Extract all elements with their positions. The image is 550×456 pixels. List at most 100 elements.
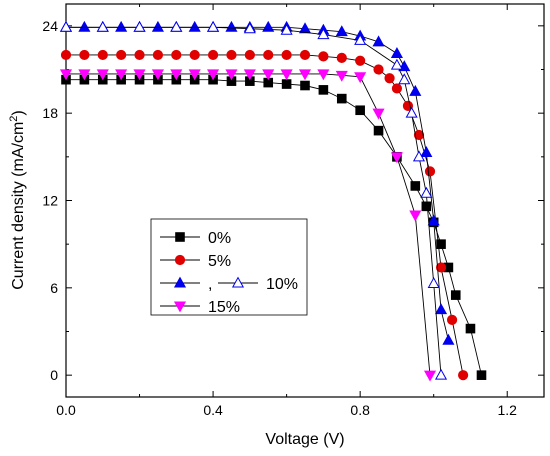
data-point	[225, 69, 238, 81]
x-tick-label: 0.4	[203, 402, 223, 418]
data-point	[171, 49, 182, 61]
x-tick-label: 1.2	[497, 402, 517, 418]
data-point	[424, 166, 436, 177]
data-point	[410, 181, 421, 191]
legend-label: 5%	[208, 253, 231, 270]
series-group	[59, 20, 487, 382]
data-point	[188, 20, 201, 32]
data-point	[423, 370, 437, 382]
data-point	[225, 20, 238, 32]
data-point	[390, 58, 403, 70]
data-point	[450, 290, 461, 300]
data-point	[355, 55, 366, 66]
data-point	[152, 49, 164, 61]
x-tick-label: 0.0	[56, 402, 76, 418]
data-point	[398, 73, 411, 85]
data-point	[446, 314, 458, 325]
data-point	[372, 108, 385, 120]
y-tick-label: 18	[42, 105, 58, 121]
data-point	[409, 210, 422, 222]
data-point	[300, 80, 310, 91]
data-point	[391, 83, 403, 94]
data-point	[354, 33, 367, 45]
data-point	[116, 49, 127, 61]
data-point	[421, 201, 432, 212]
data-point	[465, 323, 476, 334]
data-point	[96, 69, 109, 81]
legend-label: 15%	[208, 299, 240, 316]
data-point	[384, 73, 395, 84]
y-axis-label: Current density (mA/cm2)	[8, 110, 27, 290]
data-point	[78, 20, 91, 32]
series-line	[66, 54, 464, 376]
data-point	[427, 214, 440, 226]
data-point	[134, 49, 145, 61]
data-point	[280, 69, 293, 81]
data-point	[373, 64, 384, 75]
data-point	[59, 20, 73, 32]
data-point	[405, 106, 418, 118]
data-point	[151, 20, 164, 32]
data-point	[280, 23, 293, 35]
data-point	[434, 303, 448, 315]
data-point	[336, 93, 347, 104]
data-point	[243, 69, 256, 81]
data-point	[420, 186, 433, 198]
y-tick-label: 6	[50, 280, 58, 296]
data-point	[79, 49, 90, 61]
data-point	[409, 84, 422, 96]
data-point	[115, 20, 128, 32]
data-point	[281, 79, 292, 89]
data-point	[373, 125, 384, 136]
data-point	[420, 146, 433, 157]
data-point	[458, 370, 469, 381]
data-point	[372, 35, 385, 47]
data-point	[318, 85, 329, 95]
y-tick-label: 12	[42, 193, 58, 209]
y-tick-label: 0	[50, 367, 58, 383]
data-point	[262, 69, 275, 81]
data-point	[97, 49, 108, 61]
series-10pct-open	[59, 20, 448, 380]
legend-marker	[231, 276, 245, 288]
data-point	[78, 69, 91, 81]
legend-marker	[174, 254, 186, 266]
data-point	[317, 69, 330, 81]
legend-label: ,	[208, 276, 212, 293]
data-point	[243, 22, 256, 34]
y-axis-label-close: )	[10, 110, 27, 115]
data-point	[335, 25, 348, 37]
data-point	[263, 49, 274, 61]
legend-marker	[175, 232, 185, 242]
data-point	[170, 69, 183, 81]
y-tick-label: 24	[42, 18, 58, 34]
data-point	[244, 49, 255, 61]
y-axis-label-superscript: 2	[8, 116, 20, 122]
x-axis-label: Voltage (V)	[265, 431, 344, 448]
data-point	[207, 49, 219, 61]
data-point	[317, 28, 330, 40]
data-point	[390, 47, 403, 58]
data-point	[335, 70, 348, 82]
legend-label: 10%	[266, 276, 298, 293]
legend-marker	[173, 276, 187, 288]
data-point	[115, 69, 128, 81]
data-point	[299, 49, 311, 61]
data-point	[281, 49, 292, 61]
data-point	[436, 239, 446, 249]
data-point	[476, 370, 487, 380]
data-point	[226, 49, 237, 61]
data-point	[59, 69, 73, 81]
data-point	[427, 277, 440, 288]
data-point	[435, 262, 447, 273]
legend: 0% 5%, 10% 15%	[150, 218, 308, 316]
data-point	[207, 20, 220, 32]
data-point	[355, 105, 365, 116]
data-point	[207, 69, 220, 81]
data-point	[390, 152, 403, 164]
legend-entries: 0% 5%, 10% 15%	[160, 230, 298, 316]
axis-ticks: 0.0 0.4 0.8 1.2 0 6 12 18 24	[42, 4, 544, 418]
data-point	[336, 52, 347, 63]
y-axis-label-main: Current density (mA/cm	[10, 122, 27, 290]
